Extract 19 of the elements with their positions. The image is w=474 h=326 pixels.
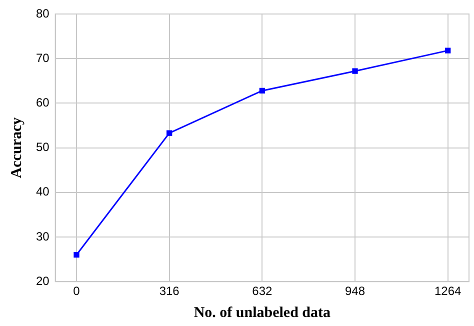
y-tick-label: 50 bbox=[36, 140, 50, 154]
y-tick-label: 20 bbox=[36, 274, 50, 288]
x-tick-label: 0 bbox=[73, 284, 80, 298]
point bbox=[166, 130, 172, 136]
x-tick-label: 632 bbox=[252, 284, 273, 298]
point bbox=[445, 48, 451, 54]
y-tick-label: 80 bbox=[36, 6, 50, 20]
x-tick-label: 948 bbox=[344, 284, 366, 298]
y-tick-label: 60 bbox=[36, 96, 50, 110]
y-axis-title: Accuracy bbox=[8, 116, 25, 178]
y-tick-label: 70 bbox=[36, 50, 50, 65]
point bbox=[74, 252, 80, 258]
y-tick-label: 30 bbox=[36, 229, 50, 244]
point bbox=[352, 68, 358, 74]
x-tick-label: 316 bbox=[159, 284, 180, 298]
y-tick-label: 40 bbox=[36, 184, 50, 199]
point bbox=[259, 88, 266, 94]
x-tick-label: 1264 bbox=[434, 284, 462, 298]
x-axis-title: No. of unlabeled data bbox=[194, 304, 332, 321]
